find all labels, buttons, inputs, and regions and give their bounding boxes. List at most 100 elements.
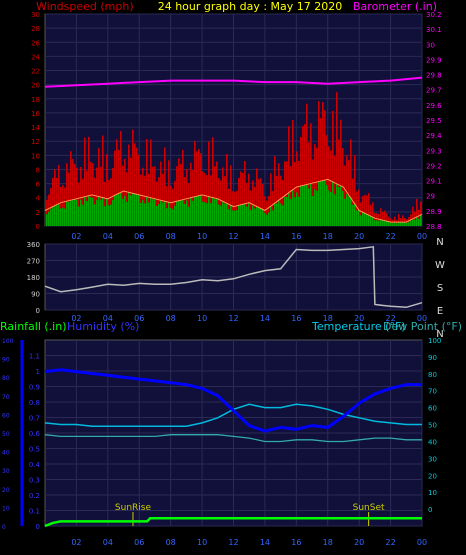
windspeed-bar: [188, 183, 190, 226]
wind-avg-bar: [318, 181, 320, 226]
windspeed-bar: [52, 177, 54, 226]
x-tick-label: 06: [134, 538, 144, 547]
wind-avg-bar: [92, 197, 94, 226]
windspeed-bar: [380, 208, 382, 226]
windspeed-bar: [138, 154, 140, 226]
windspeed-bar: [276, 175, 278, 226]
wind-panel-x-ticks: 02 04 06 08 10 12 14 16 18 20 22 00: [71, 232, 427, 241]
windspeed-bar: [146, 138, 148, 226]
x-tick-label: 14: [260, 314, 270, 323]
wind-avg-bar: [348, 196, 350, 226]
wind-avg-bar: [324, 180, 326, 226]
windspeed-bar: [310, 123, 312, 226]
barometer-tick-label: 29.3: [426, 147, 442, 155]
wind-avg-bar: [106, 198, 108, 226]
windspeed-bar: [358, 189, 360, 226]
temperature-tick-label: 70: [428, 388, 437, 396]
dewpoint-axis-title: Dew Point (°F): [383, 320, 462, 333]
windspeed-bar: [164, 147, 166, 226]
windspeed-bar: [106, 154, 108, 226]
windspeed-bar: [272, 191, 274, 226]
wind-avg-bar: [198, 195, 200, 226]
wind-avg-bar: [288, 193, 290, 226]
barometer-axis-title: Barometer (.in): [353, 0, 437, 13]
humidity-axis-title: Humidity (%): [67, 320, 139, 333]
windspeed-bar: [130, 157, 132, 226]
direction-tick-label: 90: [31, 291, 40, 299]
windspeed-bar: [64, 187, 66, 226]
wind-avg-bar: [184, 203, 186, 226]
wind-avg-bar: [98, 196, 100, 226]
direction-tick-label: 270: [27, 258, 40, 266]
windspeed-bar: [226, 153, 228, 226]
wind-avg-bar: [302, 185, 304, 226]
rainfall-tick-label: 0.9: [29, 384, 40, 392]
windspeed-bar: [128, 144, 130, 226]
windspeed-bar: [290, 166, 292, 226]
windspeed-bar: [172, 188, 174, 226]
windspeed-bar: [186, 168, 188, 226]
windspeed-bar: [294, 162, 296, 226]
compass-label: N: [436, 237, 443, 248]
wind-avg-bar: [206, 203, 208, 226]
wind-avg-bar: [320, 181, 322, 226]
wind-avg-bar: [112, 199, 114, 226]
wind-avg-bar: [374, 220, 376, 226]
wind-avg-bar: [306, 184, 308, 226]
wind-avg-bar: [420, 215, 422, 226]
x-tick-label: 08: [166, 314, 176, 323]
x-tick-label: 22: [385, 232, 395, 241]
windspeed-bar: [236, 190, 238, 226]
windspeed-bar: [118, 149, 120, 226]
windspeed-bar: [376, 213, 378, 226]
windspeed-bar: [194, 141, 196, 226]
wind-avg-bar: [170, 207, 172, 226]
windspeed-bar: [350, 139, 352, 226]
windspeed-bar: [252, 180, 254, 226]
barometer-tick-label: 29: [426, 193, 435, 201]
wind-avg-bar: [218, 204, 220, 226]
humidity-tick-label: 50: [2, 431, 10, 438]
wind-avg-bar: [58, 204, 60, 226]
wind-avg-bar: [182, 199, 184, 226]
wind-avg-bar: [330, 191, 332, 226]
wind-avg-bar: [328, 190, 330, 226]
windspeed-bar: [116, 139, 118, 226]
wind-avg-bar: [284, 196, 286, 226]
windspeed-bar: [70, 151, 72, 226]
windspeed-tick-label: 26: [31, 39, 40, 47]
wind-avg-bar: [90, 197, 92, 226]
wind-avg-bar: [154, 199, 156, 226]
direction-panel-x-ticks: 02 04 06 08 10 12 14 16 18 20 22 00: [71, 314, 427, 323]
windspeed-bar: [102, 135, 104, 226]
x-tick-label: 16: [291, 314, 301, 323]
windspeed-bar: [162, 173, 164, 226]
barometer-tick-label: 29.5: [426, 117, 442, 125]
graph-title: 24 hour graph day : May 17 2020: [158, 0, 343, 13]
wind-avg-bar: [392, 223, 394, 226]
wind-avg-bar: [178, 200, 180, 226]
windspeed-bar: [306, 103, 308, 226]
temperature-tick-label: 100: [428, 337, 441, 345]
windspeed-bar: [86, 170, 88, 226]
windspeed-bar: [354, 155, 356, 226]
barometer-tick-label: 29.9: [426, 56, 442, 64]
wind-avg-bar: [240, 204, 242, 226]
wind-avg-bar: [196, 196, 198, 226]
windspeed-bar: [300, 137, 302, 226]
windspeed-bar: [398, 213, 400, 226]
rainfall-tick-label: 0.5: [29, 446, 40, 454]
x-tick-label: 02: [71, 314, 81, 323]
windspeed-bar: [234, 191, 236, 226]
windspeed-bar: [204, 172, 206, 226]
wind-avg-bar: [274, 203, 276, 226]
windspeed-bar: [320, 118, 322, 226]
windspeed-bar: [326, 135, 328, 226]
wind-avg-bar: [180, 200, 182, 226]
wind-avg-bar: [224, 203, 226, 226]
wind-avg-bar: [132, 193, 134, 226]
wind-avg-bar: [74, 199, 76, 226]
windspeed-bar: [74, 163, 76, 226]
wind-avg-bar: [332, 181, 334, 226]
windspeed-bar: [90, 161, 92, 226]
